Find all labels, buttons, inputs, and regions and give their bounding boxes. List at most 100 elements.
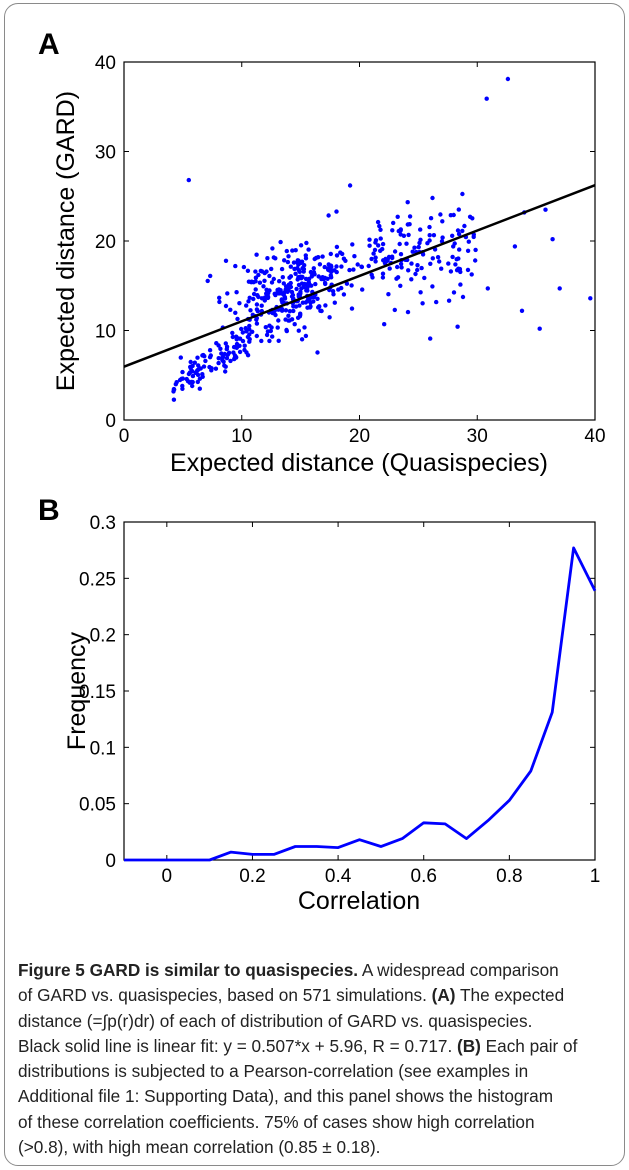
data-point: [254, 307, 260, 312]
data-point: [398, 283, 403, 288]
y-tick-label: 40: [95, 53, 116, 74]
data-point: [412, 245, 417, 250]
data-point: [391, 220, 396, 226]
panel-b-label: B: [38, 494, 60, 527]
data-point: [380, 275, 386, 280]
data-point: [295, 258, 300, 263]
data-point: [224, 346, 229, 352]
data-point: [512, 244, 518, 249]
data-point: [543, 207, 548, 212]
data-point: [455, 324, 460, 329]
data-point: [296, 328, 301, 333]
data-point: [295, 266, 300, 271]
data-point: [410, 249, 415, 254]
data-point: [315, 350, 320, 355]
data-point: [173, 382, 178, 387]
data-point: [405, 222, 410, 227]
panel-a-points: [171, 76, 593, 402]
data-point: [467, 214, 473, 219]
data-point: [451, 212, 456, 218]
data-point: [283, 308, 289, 313]
data-point: [446, 298, 452, 303]
data-point: [439, 266, 444, 271]
data-point: [235, 316, 240, 322]
data-point: [303, 300, 308, 305]
data-point: [323, 281, 328, 287]
data-point: [302, 281, 307, 287]
data-point: [291, 308, 296, 314]
data-point: [231, 344, 237, 350]
caption-panel-ref: (B): [457, 1035, 481, 1056]
data-point: [415, 263, 420, 268]
caption-figure-label: Figure 5 GARD is similar to quasispecies…: [18, 960, 359, 980]
data-point: [269, 280, 275, 285]
data-point: [180, 369, 185, 375]
data-point: [355, 262, 360, 267]
panel-b-xlabel: Correlation: [298, 887, 420, 915]
data-point: [279, 266, 285, 272]
data-point: [197, 376, 203, 381]
data-point: [455, 228, 461, 233]
data-point: [253, 269, 258, 274]
data-point: [190, 383, 195, 389]
data-point: [223, 303, 229, 309]
data-point: [399, 265, 404, 270]
data-point: [469, 272, 474, 277]
data-point: [279, 306, 285, 312]
data-point: [405, 309, 411, 315]
caption-line-5: distributions is subjected to a Pearson-…: [18, 1061, 529, 1082]
data-point: [270, 246, 275, 251]
data-point: [350, 242, 355, 247]
data-point: [178, 355, 183, 360]
data-point: [286, 282, 292, 287]
data-point: [268, 328, 273, 334]
data-point: [457, 247, 462, 252]
data-point: [277, 279, 282, 284]
data-point: [245, 353, 251, 358]
data-point: [465, 248, 471, 253]
data-point: [292, 322, 297, 327]
data-point: [217, 299, 222, 305]
panel-b-line: B 0 0.2 0.4 0.6 0.8 1 0 0.05 0.1 0.15 0.2 0.25 0.3 C…: [38, 494, 600, 915]
data-point: [291, 260, 297, 265]
data-point: [284, 328, 289, 334]
data-point: [205, 278, 210, 284]
data-point: [344, 281, 350, 286]
data-point: [296, 275, 301, 280]
data-point: [372, 247, 378, 253]
data-point: [278, 239, 283, 245]
data-point: [240, 338, 246, 344]
data-point: [288, 264, 293, 269]
data-point: [264, 291, 269, 296]
data-point: [446, 261, 451, 266]
data-point: [378, 227, 383, 232]
data-point: [308, 300, 313, 305]
data-point: [264, 332, 270, 338]
data-point: [207, 348, 213, 353]
data-point: [394, 276, 399, 281]
data-point: [197, 386, 202, 391]
data-point: [380, 271, 386, 276]
data-point: [247, 323, 252, 329]
data-point: [351, 267, 356, 272]
x-tick-label: 0: [119, 426, 130, 447]
data-point: [196, 367, 201, 372]
data-point: [283, 317, 288, 322]
data-point: [254, 302, 260, 307]
panel-b-axes-box: [123, 521, 596, 861]
data-point: [187, 370, 193, 375]
data-point: [451, 244, 456, 249]
data-point: [448, 269, 454, 274]
data-point: [332, 268, 337, 273]
y-tick-label: 0: [105, 411, 116, 432]
data-point: [297, 293, 302, 299]
data-point: [216, 356, 221, 361]
data-point: [263, 325, 268, 330]
data-point: [298, 289, 303, 295]
data-point: [271, 276, 276, 282]
data-point: [214, 341, 219, 346]
caption-panel-ref: (A): [431, 985, 456, 1006]
data-point: [228, 358, 233, 364]
data-point: [416, 244, 421, 250]
data-point: [253, 275, 259, 280]
